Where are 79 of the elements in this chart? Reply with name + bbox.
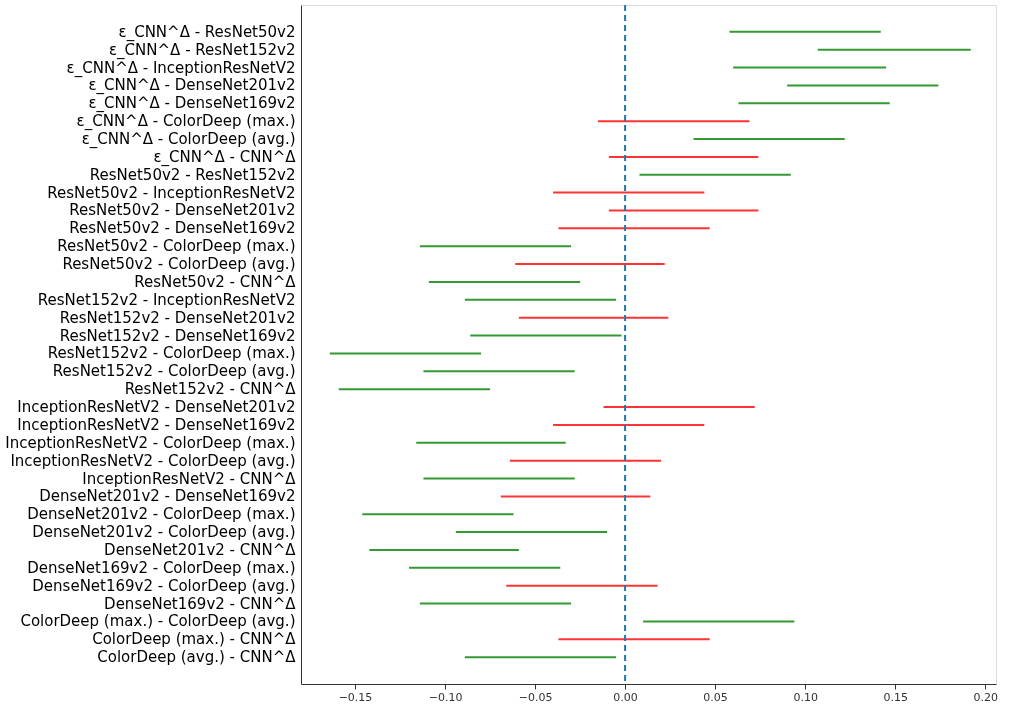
- y-tick-label: ResNet50v2 - ColorDeep (avg.): [62, 255, 296, 274]
- x-tick-label: −0.10: [428, 690, 463, 704]
- bar: [608, 155, 759, 158]
- x-tick-label: 0.00: [613, 690, 638, 704]
- y-tick-label: ResNet50v2 - ResNet152v2: [89, 165, 296, 184]
- bar: [329, 352, 482, 355]
- bar: [464, 656, 617, 659]
- y-tick-label: InceptionResNetV2 - ColorDeep (max.): [5, 433, 296, 452]
- y-tick-label: ColorDeep (max.) - ColorDeep (avg.): [20, 612, 296, 631]
- bar: [506, 584, 658, 587]
- bar: [416, 441, 566, 444]
- y-tick-label: ε_CNN^Δ - InceptionResNetV2: [66, 58, 296, 78]
- y-tick-label: ε_CNN^Δ - DenseNet201v2: [88, 76, 296, 96]
- bar: [603, 406, 755, 409]
- bar: [817, 48, 971, 51]
- bar: [733, 66, 887, 69]
- bar: [558, 227, 710, 230]
- bar: [553, 423, 705, 426]
- bar: [558, 638, 710, 641]
- bar: [515, 263, 665, 266]
- y-tick-label: ε_CNN^Δ - DenseNet169v2: [88, 94, 296, 114]
- y-tick-label: InceptionResNetV2 - DenseNet169v2: [17, 415, 296, 434]
- bar: [455, 531, 608, 534]
- y-tick-label: InceptionResNetV2 - DenseNet201v2: [17, 398, 296, 417]
- bar: [470, 334, 622, 337]
- bar: [643, 620, 795, 623]
- y-tick-label: ResNet50v2 - DenseNet201v2: [69, 201, 296, 220]
- x-tick-label: 0.10: [793, 690, 818, 704]
- x-tick-label: 0.05: [703, 690, 728, 704]
- bar: [419, 245, 572, 248]
- y-tick-label: ResNet50v2 - InceptionResNetV2: [47, 183, 296, 202]
- y-tick-label: ResNet152v2 - CNN^Δ: [124, 380, 297, 399]
- y-tick-label: ResNet50v2 - DenseNet169v2: [69, 219, 296, 238]
- x-tick-label: 0.15: [883, 690, 908, 704]
- y-tick-label: ResNet50v2 - CNN^Δ: [134, 272, 297, 291]
- bar: [500, 495, 651, 498]
- y-tick-label: ResNet152v2 - DenseNet201v2: [59, 308, 296, 327]
- bar: [518, 316, 669, 319]
- bar: [338, 388, 491, 391]
- y-tick-label: InceptionResNetV2 - CNN^Δ: [82, 469, 297, 488]
- bar: [738, 102, 890, 105]
- y-tick-label: DenseNet169v2 - ColorDeep (avg.): [32, 576, 296, 595]
- y-tick-label: InceptionResNetV2 - ColorDeep (avg.): [10, 451, 296, 470]
- bar: [787, 84, 939, 87]
- bar: [509, 459, 662, 462]
- x-tick-label: 0.20: [973, 690, 998, 704]
- y-tick-label: ResNet152v2 - ColorDeep (avg.): [52, 362, 296, 381]
- y-tick-label: ColorDeep (avg.) - CNN^Δ: [97, 648, 297, 667]
- bar: [423, 370, 575, 373]
- bar: [428, 280, 581, 283]
- bar: [419, 602, 572, 605]
- y-tick-label: ResNet50v2 - ColorDeep (max.): [57, 237, 296, 256]
- x-tick-label: −0.05: [518, 690, 553, 704]
- bar: [608, 209, 759, 212]
- y-tick-label: ResNet152v2 - InceptionResNetV2: [37, 290, 296, 309]
- y-tick-label: DenseNet201v2 - ColorDeep (avg.): [32, 523, 296, 542]
- y-tick-label: ε_CNN^Δ - CNN^Δ: [153, 147, 297, 167]
- bar: [423, 477, 575, 480]
- y-tick-label: ResNet152v2 - DenseNet169v2: [59, 326, 296, 345]
- bar: [362, 513, 514, 516]
- y-tick-label: DenseNet201v2 - ColorDeep (max.): [27, 505, 296, 524]
- y-tick-label: DenseNet169v2 - ColorDeep (max.): [27, 558, 296, 577]
- x-tick-label: −0.15: [338, 690, 373, 704]
- bar: [409, 566, 561, 569]
- bar: [369, 548, 519, 551]
- y-tick-label: DenseNet169v2 - CNN^Δ: [104, 594, 297, 613]
- y-tick-label: ResNet152v2 - ColorDeep (max.): [47, 344, 296, 363]
- y-tick-label: ε_CNN^Δ - ColorDeep (avg.): [81, 130, 296, 150]
- y-tick-label: DenseNet201v2 - CNN^Δ: [104, 540, 297, 559]
- bar: [553, 191, 705, 194]
- y-tick-label: ε_CNN^Δ - ResNet152v2: [109, 40, 296, 60]
- bar: [598, 120, 750, 123]
- y-tick-label: DenseNet201v2 - DenseNet169v2: [39, 487, 296, 506]
- y-tick-label: ε_CNN^Δ - ResNet50v2: [118, 22, 296, 42]
- y-tick-label: ColorDeep (max.) - CNN^Δ: [92, 630, 297, 649]
- bar: [464, 298, 617, 301]
- bar: [639, 173, 791, 176]
- bar: [693, 138, 845, 141]
- y-tick-label: ε_CNN^Δ - ColorDeep (max.): [76, 112, 296, 132]
